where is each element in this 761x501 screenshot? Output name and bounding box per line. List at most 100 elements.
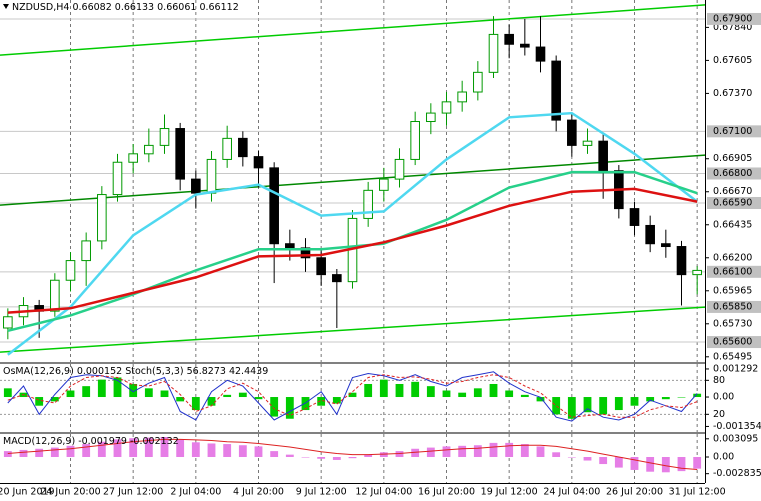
- indicator-line: [7, 374, 698, 418]
- histogram-bar: [442, 390, 451, 398]
- histogram-bar: [144, 388, 153, 398]
- histogram-bar: [207, 443, 216, 457]
- indicator-line: [7, 371, 698, 422]
- candle-body: [441, 101, 452, 114]
- level-label-bg: [707, 12, 761, 25]
- candle-body: [97, 194, 107, 242]
- x-tick-label: 26 Jul 20:00: [606, 487, 663, 498]
- y-tick-label: 20: [713, 409, 725, 420]
- histogram-bar: [129, 438, 138, 457]
- histogram-bar: [552, 452, 561, 457]
- level-label-bg: [707, 196, 761, 209]
- histogram-bar: [97, 379, 106, 398]
- histogram-bar: [3, 388, 12, 398]
- moving-average: [7, 187, 698, 314]
- panel-header: NZDUSD,H4 0.66082 0.66133 0.66061 0.6611…: [12, 2, 239, 13]
- histogram-bar: [426, 386, 435, 398]
- candle-body: [394, 158, 405, 180]
- candle-body: [426, 112, 436, 123]
- histogram-bar: [317, 457, 326, 459]
- histogram-bar: [66, 445, 75, 457]
- histogram-bar: [254, 446, 263, 457]
- panel-header: OsMA(12,26,9) 0.000152 Stoch(5,3,3) 56.8…: [3, 366, 268, 377]
- y-tick-label: 0.65730: [713, 318, 752, 329]
- histogram-bar: [693, 393, 702, 398]
- histogram-bar: [50, 397, 59, 402]
- candle-body: [285, 243, 295, 249]
- y-tick-label: 0.66435: [713, 219, 752, 230]
- x-tick-label: 24 Jun 20:00: [40, 487, 100, 498]
- candle-body: [473, 71, 483, 93]
- histogram-bar: [567, 397, 576, 419]
- histogram-bar: [207, 397, 216, 406]
- candle-body: [535, 46, 546, 62]
- x-tick-label: 9 Jul 12:00: [296, 487, 347, 498]
- x-tick-label: 31 Jul 12:00: [669, 487, 726, 498]
- y-tick-label: 0.66200: [713, 252, 752, 263]
- candle-body: [692, 269, 702, 276]
- y-tick-label: 0.67605: [713, 55, 752, 66]
- histogram-bar: [285, 454, 294, 457]
- level-label: 0.67900: [713, 13, 752, 24]
- candle-body: [81, 240, 91, 262]
- candle-body: [50, 279, 60, 312]
- histogram-bar: [411, 381, 420, 398]
- candle-body: [457, 91, 467, 103]
- histogram-bar: [473, 445, 482, 457]
- header-part: 56.8273: [187, 366, 226, 377]
- y-tick-label: -0.001354: [713, 421, 761, 432]
- x-tick-label: 20 Jun 2019: [0, 487, 55, 498]
- histogram-bar: [458, 392, 467, 398]
- histogram-bar: [646, 457, 655, 472]
- trend-line: [0, 4, 706, 56]
- histogram-bar: [144, 437, 153, 457]
- candle-body: [316, 257, 326, 276]
- histogram-bar: [536, 446, 545, 457]
- level-label: 0.67100: [713, 126, 752, 137]
- candle-body: [3, 316, 13, 329]
- x-tick-label: 24 Jul 04:00: [543, 487, 600, 498]
- y-tick-label: 0.66905: [713, 153, 752, 164]
- histogram-bar: [426, 447, 435, 457]
- level-label: 0.66800: [713, 168, 752, 179]
- candle-body: [504, 33, 514, 45]
- header-part: 0.66133: [115, 2, 154, 13]
- histogram-bar: [176, 439, 185, 457]
- candle-body: [567, 119, 577, 146]
- header-part: NZDUSD,H4: [12, 2, 69, 13]
- header-part: 0.66082: [72, 2, 111, 13]
- y-tick-label: 0.67840: [713, 22, 752, 33]
- header-part: -0.001979: [78, 436, 127, 447]
- histogram-bar: [223, 394, 232, 398]
- x-tick-label: 19 Jul 12:00: [481, 487, 538, 498]
- candle-body: [144, 144, 154, 155]
- histogram-bar: [348, 457, 357, 459]
- histogram-bar: [630, 457, 639, 470]
- candle-body: [175, 128, 185, 180]
- histogram-bar: [599, 457, 608, 465]
- header-part: MACD(12,26,9): [3, 436, 75, 447]
- histogram-bar: [129, 383, 138, 398]
- histogram-bar: [379, 452, 388, 457]
- candle-body: [488, 33, 499, 73]
- indicator-line: [7, 438, 698, 470]
- histogram-bar: [35, 397, 44, 406]
- histogram-bar: [82, 386, 91, 398]
- histogram-bar: [520, 444, 529, 457]
- candle-body: [676, 246, 687, 276]
- level-label: 0.66100: [713, 266, 752, 277]
- histogram-bar: [66, 390, 75, 398]
- histogram-bar: [364, 454, 373, 457]
- header-part: OsMA(12,26,9): [3, 366, 74, 377]
- level-label-bg: [707, 125, 761, 138]
- candle-body: [128, 153, 138, 163]
- candle-body: [269, 167, 279, 245]
- moving-average: [7, 170, 698, 333]
- candle-body: [645, 224, 655, 245]
- histogram-bar: [332, 397, 341, 404]
- histogram-bar: [505, 442, 514, 457]
- candle-body: [661, 243, 671, 248]
- x-tick-label: 12 Jul 04:00: [355, 487, 412, 498]
- histogram-bar: [82, 444, 91, 457]
- candle-body: [300, 247, 311, 259]
